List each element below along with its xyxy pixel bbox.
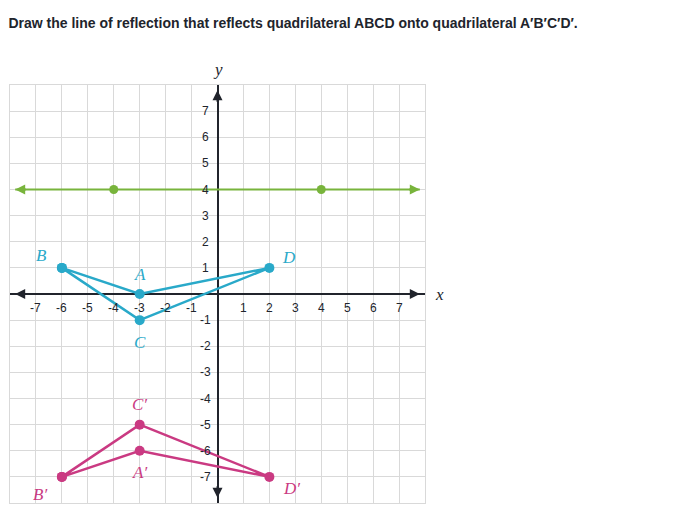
svg-text:6: 6 [370, 301, 377, 315]
svg-text:C: C [134, 333, 146, 352]
svg-text:A′: A′ [132, 463, 147, 482]
svg-text:D′: D′ [283, 479, 300, 498]
svg-text:-7: -7 [200, 470, 211, 484]
svg-text:-3: -3 [134, 301, 145, 315]
svg-text:B: B [36, 246, 47, 265]
svg-text:-5: -5 [200, 418, 211, 432]
svg-text:2: 2 [202, 235, 209, 249]
svg-text:-3: -3 [200, 365, 211, 379]
svg-text:1: 1 [202, 261, 209, 275]
svg-text:B′: B′ [33, 485, 47, 504]
svg-text:D: D [282, 248, 296, 267]
svg-text:5: 5 [344, 301, 351, 315]
svg-text:x: x [435, 285, 444, 304]
svg-text:2: 2 [266, 301, 273, 315]
svg-text:-2: -2 [200, 339, 211, 353]
svg-text:3: 3 [202, 209, 209, 223]
svg-text:3: 3 [292, 301, 299, 315]
svg-text:7: 7 [396, 301, 403, 315]
svg-text:-1: -1 [186, 301, 197, 315]
svg-text:1: 1 [240, 301, 247, 315]
svg-text:C′: C′ [132, 395, 147, 414]
svg-text:7: 7 [202, 104, 209, 118]
svg-text:5: 5 [202, 156, 209, 170]
svg-text:Draw the line of reflection th: Draw the line of reflection that reflect… [8, 15, 577, 31]
svg-text:y: y [213, 60, 223, 79]
svg-text:-4: -4 [200, 392, 211, 406]
svg-text:A: A [134, 265, 146, 284]
svg-text:-4: -4 [108, 301, 119, 315]
svg-text:4: 4 [202, 183, 209, 197]
svg-text:-7: -7 [30, 301, 41, 315]
svg-text:-1: -1 [200, 313, 211, 327]
svg-text:-6: -6 [200, 444, 211, 458]
svg-text:-6: -6 [56, 301, 67, 315]
svg-text:6: 6 [202, 130, 209, 144]
svg-text:-5: -5 [82, 301, 93, 315]
svg-text:4: 4 [318, 301, 325, 315]
svg-text:-2: -2 [160, 301, 171, 315]
